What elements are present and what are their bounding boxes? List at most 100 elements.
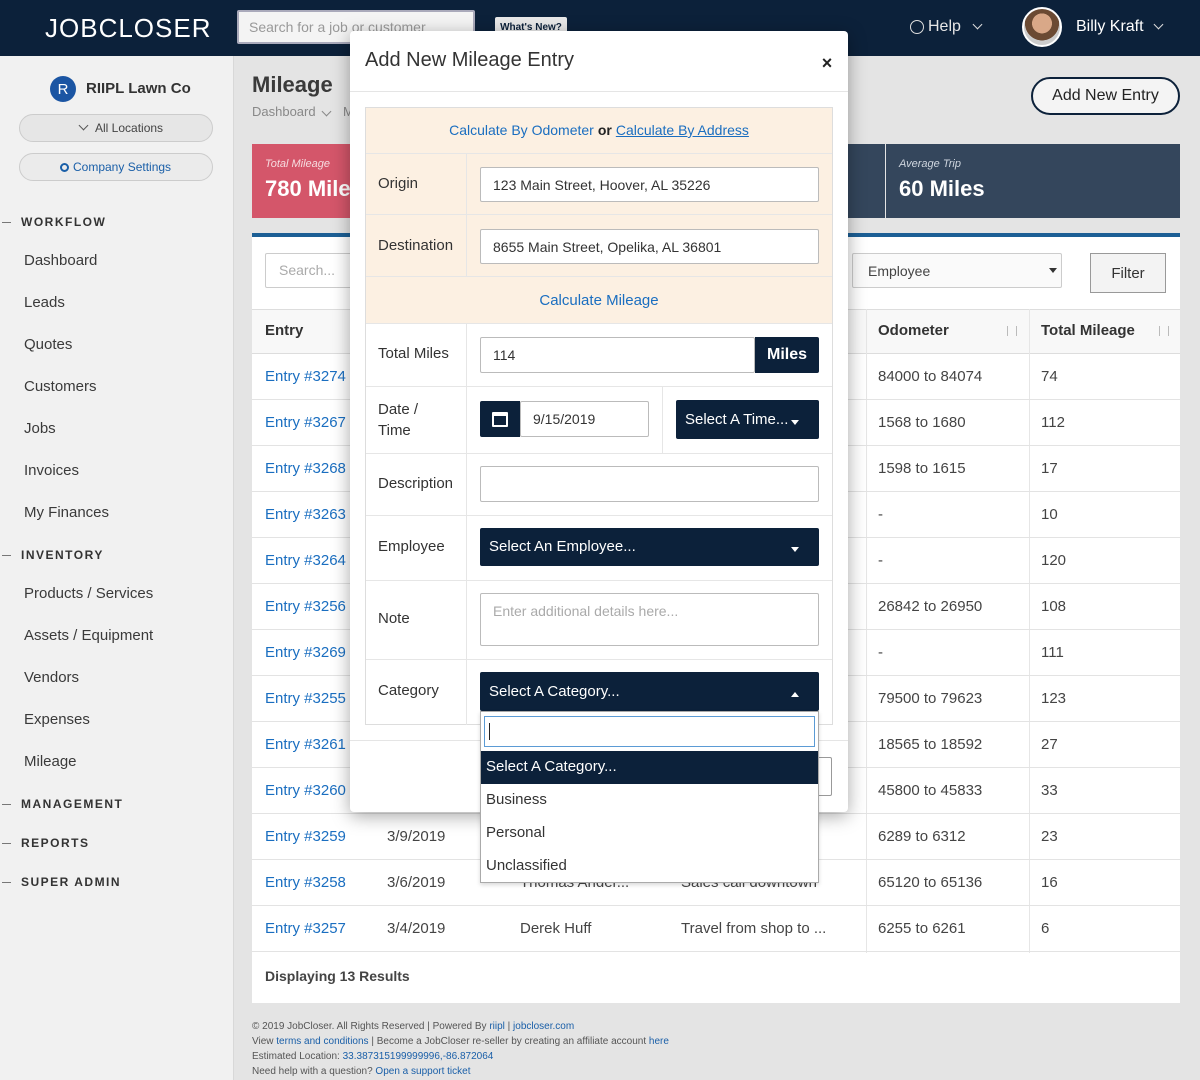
- filter-button[interactable]: Filter: [1090, 253, 1166, 293]
- text-input[interactable]: [480, 167, 819, 202]
- section-title: WORKFLOW: [21, 215, 107, 229]
- entry-link[interactable]: Entry #3259: [265, 828, 346, 845]
- table-cell: Derek Huff: [520, 920, 592, 937]
- form-label: Note: [378, 610, 410, 627]
- label-divider: [466, 323, 467, 725]
- dropdown-option[interactable]: Unclassified: [486, 857, 567, 874]
- locations-label: All Locations: [95, 121, 164, 135]
- column-header[interactable]: Total Mileage: [1041, 322, 1135, 339]
- form-row-border: [366, 386, 832, 387]
- table-cell: 6255 to 6261: [878, 920, 966, 937]
- table-cell: 111: [1041, 644, 1064, 661]
- add-entry-button[interactable]: Add New Entry: [1031, 77, 1180, 115]
- text-input[interactable]: [520, 401, 649, 437]
- nav-item[interactable]: Dashboard: [24, 252, 98, 269]
- entry-link[interactable]: Entry #3264: [265, 552, 346, 569]
- footer-link[interactable]: jobcloser.com: [513, 1021, 575, 1032]
- calendar-button[interactable]: [480, 401, 520, 437]
- table-cell: 108: [1041, 598, 1067, 615]
- text-cursor: [489, 723, 490, 740]
- nav-item[interactable]: Products / Services: [24, 585, 154, 602]
- section-dash: [2, 882, 11, 883]
- section-title: MANAGEMENT: [21, 797, 124, 811]
- entry-link[interactable]: Entry #3257: [265, 920, 346, 937]
- entry-link[interactable]: Entry #3260: [265, 782, 346, 799]
- footer-link[interactable]: 33.387315199999996,-86.872064: [342, 1051, 494, 1062]
- table-cell: 16: [1041, 874, 1058, 891]
- calendar-icon: [492, 412, 508, 427]
- footer-link[interactable]: here: [648, 1036, 669, 1047]
- form-row-border: [366, 659, 832, 660]
- entry-link[interactable]: Entry #3263: [265, 506, 346, 523]
- employee-filter[interactable]: [852, 253, 1062, 288]
- dropdown-option[interactable]: Business: [486, 791, 547, 808]
- help-link[interactable]: Help: [928, 18, 961, 35]
- user-name[interactable]: Billy Kraft: [1076, 18, 1144, 35]
- nav-item[interactable]: Mileage: [24, 753, 77, 770]
- footer-link[interactable]: Open a support ticket: [375, 1066, 471, 1077]
- text-input[interactable]: [480, 466, 819, 502]
- company-avatar: R: [50, 76, 76, 102]
- footer-text: Need help with a question?: [252, 1066, 376, 1077]
- nav-item[interactable]: Quotes: [24, 336, 73, 353]
- table-row: [252, 860, 1180, 906]
- section-title: REPORTS: [21, 836, 90, 850]
- form-label: Category: [378, 682, 439, 699]
- form-row-border: [366, 580, 832, 581]
- dropdown-option[interactable]: Personal: [486, 824, 546, 841]
- table-cell: -: [878, 506, 883, 523]
- nav-item[interactable]: Invoices: [24, 462, 80, 479]
- entry-link[interactable]: Entry #3258: [265, 874, 346, 891]
- employee-select[interactable]: [480, 528, 819, 566]
- nav-item[interactable]: My Finances: [24, 504, 110, 521]
- stat-label: Total Mileage: [265, 158, 331, 170]
- entry-link[interactable]: Entry #3256: [265, 598, 346, 615]
- footer-link[interactable]: terms and conditions: [276, 1036, 369, 1047]
- calc-address-link[interactable]: Calculate By Address: [615, 122, 749, 138]
- locations-button[interactable]: [19, 114, 213, 142]
- nav-item[interactable]: Assets / Equipment: [24, 627, 154, 644]
- breadcrumb[interactable]: Dashboard: [252, 104, 316, 119]
- table-cell: 18565 to 18592: [878, 736, 983, 753]
- footer-link[interactable]: riipl: [489, 1021, 505, 1032]
- modal-close[interactable]: ×: [821, 52, 833, 73]
- nav-item[interactable]: Customers: [24, 378, 97, 395]
- calculate-mileage-link[interactable]: Calculate Mileage: [539, 291, 659, 309]
- column-divider: [866, 309, 867, 953]
- calc-odometer-link[interactable]: Calculate By Odometer: [449, 122, 594, 138]
- stat-value: 60 Miles: [899, 176, 985, 201]
- entry-link[interactable]: Entry #3269: [265, 644, 346, 661]
- table-cell: 74: [1041, 368, 1058, 385]
- form-row-border: [366, 453, 832, 454]
- form-label: Description: [378, 475, 454, 492]
- nav-item[interactable]: Jobs: [24, 420, 56, 437]
- text-input[interactable]: [480, 229, 819, 264]
- dropdown-search[interactable]: [484, 716, 815, 747]
- caret-icon: [1049, 268, 1057, 273]
- select-value: Select A Time...: [685, 410, 789, 428]
- table-cell: 45800 to 45833: [878, 782, 983, 799]
- form-row-border: [366, 515, 832, 516]
- text-input[interactable]: [480, 337, 755, 373]
- nav-item[interactable]: Vendors: [24, 669, 80, 686]
- or-text: or: [597, 122, 612, 138]
- form-label: Date / Time: [378, 401, 419, 439]
- entry-link[interactable]: Entry #3274: [265, 368, 346, 385]
- text-input[interactable]: [480, 593, 819, 646]
- table-cell: 123: [1041, 690, 1067, 707]
- entry-link[interactable]: Entry #3268: [265, 460, 346, 477]
- entry-link[interactable]: Entry #3255: [265, 690, 346, 707]
- table-cell: 1598 to 1615: [878, 460, 966, 477]
- modal-title: Add New Mileage Entry: [365, 49, 574, 71]
- dropdown-option[interactable]: Select A Category...: [486, 758, 617, 775]
- nav-item[interactable]: Expenses: [24, 711, 90, 728]
- table-cell: 17: [1041, 460, 1058, 477]
- entry-link[interactable]: Entry #3267: [265, 414, 346, 431]
- category-select[interactable]: [480, 672, 819, 711]
- entry-link[interactable]: Entry #3261: [265, 736, 346, 753]
- column-header[interactable]: Odometer: [878, 322, 949, 339]
- nav-item[interactable]: Leads: [24, 294, 65, 311]
- settings-button[interactable]: [19, 153, 213, 181]
- table-cell: 6: [1041, 920, 1050, 937]
- column-header[interactable]: Entry: [265, 322, 304, 339]
